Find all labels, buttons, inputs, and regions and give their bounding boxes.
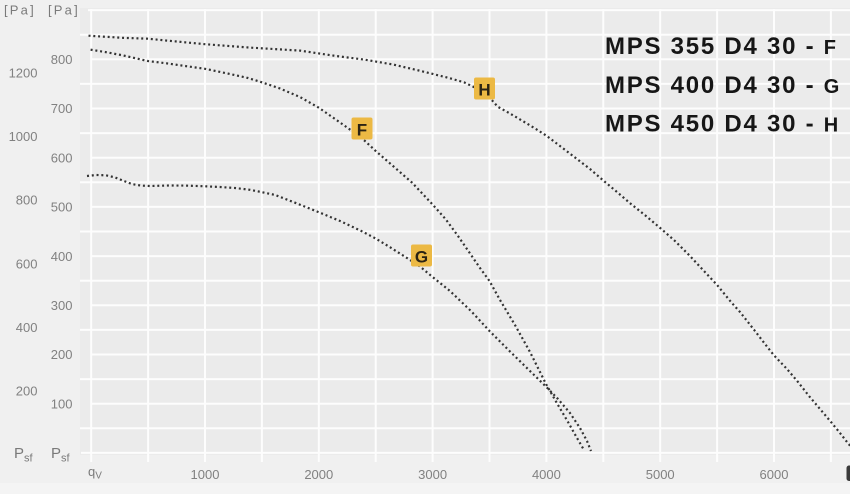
svg-text:5000: 5000	[646, 467, 675, 482]
svg-text:MPS 400 D4 30 - G: MPS 400 D4 30 - G	[605, 72, 841, 99]
svg-text:300: 300	[51, 298, 73, 313]
svg-text:1200: 1200	[9, 66, 38, 81]
svg-text:1000: 1000	[9, 129, 38, 144]
svg-text:800: 800	[16, 193, 38, 208]
svg-text:600: 600	[51, 150, 73, 165]
svg-text:100: 100	[51, 396, 73, 411]
svg-text:H: H	[478, 81, 490, 100]
svg-text:400: 400	[51, 249, 73, 264]
svg-text:2000: 2000	[304, 467, 333, 482]
svg-text:6000: 6000	[760, 467, 789, 482]
svg-text:800: 800	[51, 52, 73, 67]
svg-text:600: 600	[16, 257, 38, 272]
svg-text:1000: 1000	[191, 467, 220, 482]
svg-text:MPS 355 D4 30 - F: MPS 355 D4 30 - F	[605, 33, 838, 60]
svg-text:4000: 4000	[532, 467, 561, 482]
svg-text:[Pa]: [Pa]	[48, 3, 80, 18]
svg-text:700: 700	[51, 101, 73, 116]
svg-text:[Pa]: [Pa]	[4, 3, 36, 18]
svg-text:F: F	[357, 121, 367, 140]
svg-text:500: 500	[51, 200, 73, 215]
svg-text:200: 200	[16, 384, 38, 399]
svg-text:400: 400	[16, 320, 38, 335]
svg-text:MPS 450 D4 30 - H: MPS 450 D4 30 - H	[605, 111, 840, 138]
svg-text:3000: 3000	[418, 467, 447, 482]
svg-text:G: G	[415, 248, 428, 267]
svg-text:200: 200	[51, 347, 73, 362]
